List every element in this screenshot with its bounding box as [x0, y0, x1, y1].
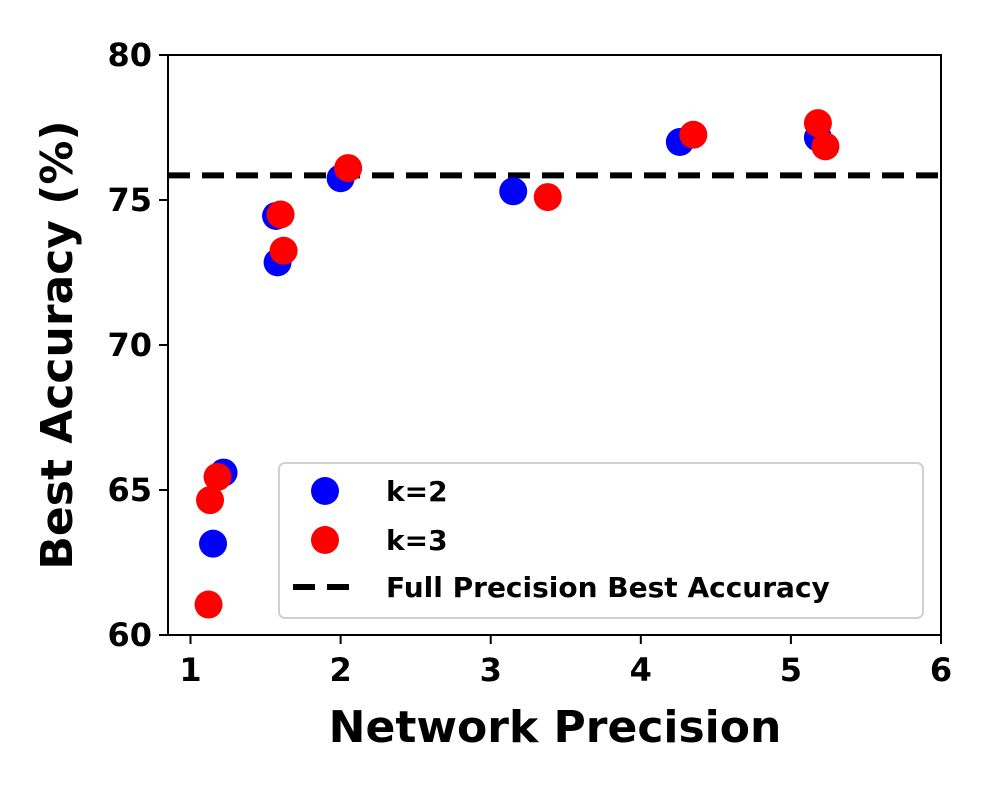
- y-tick-label: 70: [107, 326, 152, 364]
- point-k3-5: [334, 154, 363, 183]
- point-k3-4: [269, 236, 298, 265]
- legend-marker-k2: [311, 477, 339, 505]
- x-axis-title: Network Precision: [329, 702, 782, 753]
- point-k3-1: [196, 486, 225, 515]
- point-k2-0: [199, 529, 228, 558]
- legend: k=2 k=3 Full Precision Best Accuracy: [278, 462, 924, 619]
- legend-label-k3: k=3: [386, 524, 448, 557]
- x-tick-label: 1: [179, 651, 201, 689]
- point-k3-3: [266, 200, 295, 229]
- legend-label-k2: k=2: [386, 475, 448, 508]
- y-tick-label: 80: [107, 36, 152, 74]
- x-tick-label: 2: [329, 651, 351, 689]
- x-tick-label: 4: [630, 651, 652, 689]
- legend-label-reference-line: Full Precision Best Accuracy: [386, 571, 830, 604]
- point-k3-7: [679, 120, 708, 149]
- x-tick-label: 3: [480, 651, 502, 689]
- legend-frame: [278, 462, 924, 619]
- point-k3-6: [533, 183, 562, 212]
- point-k3-0: [194, 590, 223, 619]
- point-k3-8: [803, 109, 832, 138]
- x-tick-label: 6: [930, 651, 952, 689]
- y-tick-label: 75: [107, 181, 152, 219]
- y-tick-label: 60: [107, 616, 152, 654]
- x-tick-label: 5: [780, 651, 802, 689]
- legend-marker-k3: [311, 526, 339, 554]
- point-k3-9: [811, 132, 840, 161]
- y-axis-title: Best Accuracy (%): [32, 120, 83, 569]
- data-points: [194, 109, 840, 619]
- y-tick-label: 65: [107, 471, 152, 509]
- point-k3-2: [203, 462, 232, 491]
- axes: 1 2 3 4 5 6 60 65 70 75 80: [107, 36, 952, 689]
- point-k2-5: [499, 177, 528, 206]
